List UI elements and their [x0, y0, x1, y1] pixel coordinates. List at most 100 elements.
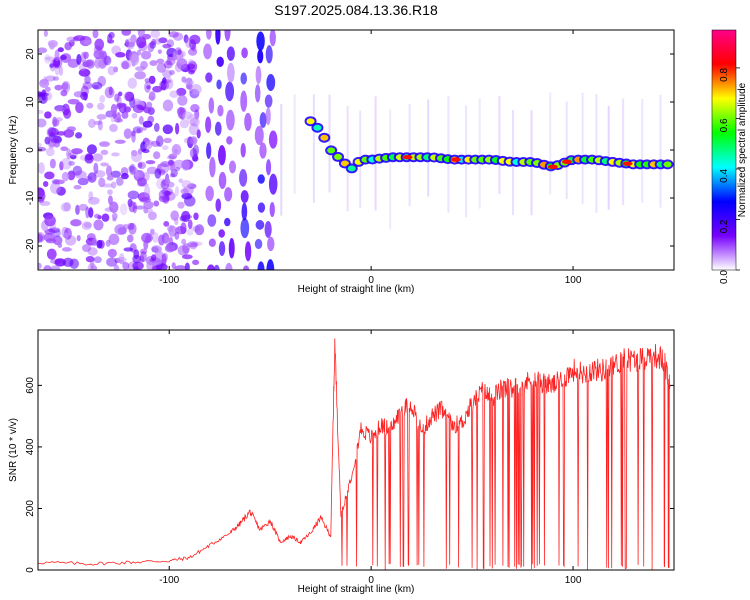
spectrogram-noise-blob	[113, 264, 120, 270]
spectrogram-noise-blob	[108, 31, 115, 39]
spectrogram-noise-blob	[114, 139, 126, 144]
spectrogram-noise-blob	[88, 191, 94, 201]
spectrogram-noise-blob	[157, 49, 162, 54]
spectrogram-noise-blob	[117, 91, 123, 97]
spectrogram-noise-blob	[49, 158, 56, 169]
spectrogram-noise-blob	[164, 244, 176, 253]
spectrogram-noise-blob	[144, 81, 151, 93]
spectrogram-streak-blob	[206, 142, 212, 159]
spectrogram-noise-blob	[50, 182, 61, 194]
spectrogram-noise-blob	[176, 58, 188, 70]
spectrogram-streak-blob	[244, 241, 252, 262]
snr-x-tick-label: 100	[565, 575, 582, 586]
spectrogram-noise-blob	[162, 77, 167, 84]
spectrogram-noise-blob	[187, 219, 193, 230]
spectrogram-streak-blob	[265, 159, 272, 176]
spectrogram-streak-blob	[254, 84, 261, 103]
spectrogram-noise-blob	[86, 102, 94, 109]
spectrogram-noise-blob	[44, 86, 51, 92]
spectrogram-noise-blob	[161, 187, 173, 196]
spectrogram-noise-blob	[134, 205, 146, 210]
spectrogram-noise-blob	[52, 235, 63, 246]
spectrogram-noise-blob	[44, 56, 56, 61]
colorbar-tick-label: 0.8	[719, 68, 730, 82]
spectrogram-noise-blob	[139, 251, 147, 263]
spectrogram-noise-blob	[61, 82, 69, 91]
spectrogram-noise-blob	[80, 51, 87, 64]
spectrogram-noise-blob	[38, 146, 47, 152]
spectrogram-streak-blob	[224, 30, 231, 42]
spectrogram-ridge-peak	[622, 161, 633, 166]
spectrogram-streak-blob	[269, 30, 276, 47]
spectrogram-streak-blob	[259, 142, 267, 159]
spectrogram-noise-blob	[92, 30, 99, 39]
spectrogram-noise-blob	[128, 201, 136, 213]
spectrogram-noise-blob	[82, 61, 91, 68]
spectrogram-noise-blob	[53, 137, 61, 148]
spectrogram-noise-blob	[187, 63, 196, 70]
spectrogram-noise-blob	[109, 201, 119, 213]
spectrogram-noise-blob	[167, 56, 176, 66]
spectrogram-noise-blob	[45, 238, 56, 244]
spectrogram-noise-blob	[49, 63, 55, 68]
spectrogram-noise-blob	[38, 118, 47, 128]
spectrogram-noise-blob	[191, 156, 199, 162]
spectrogram-streak-blob	[215, 30, 221, 45]
spectrogram-streak-blob	[225, 81, 235, 102]
spectrogram-noise-blob	[149, 60, 158, 67]
spectrogram-noise-blob	[174, 186, 180, 197]
spectrogram-streak-blob	[218, 241, 226, 256]
spectrogram-streak-blob	[257, 174, 265, 184]
spectrogram-noise-blob	[177, 245, 190, 256]
spectrogram-faint-stripe	[581, 92, 584, 205]
snr-x-tick-label: 0	[368, 575, 374, 586]
spectrogram-noise-blob	[174, 217, 179, 226]
spectrogram-noise-blob	[54, 49, 60, 62]
spectrogram-noise-blob	[93, 162, 99, 174]
spectrogram-noise-blob	[192, 259, 200, 265]
spectrogram-streak-blob	[216, 56, 224, 68]
spectrogram-noise-blob	[45, 75, 56, 82]
spectrogram-y-tick-label: 0	[25, 147, 36, 153]
snr-y-axis-label: SNR (10 * v/v)	[8, 418, 19, 482]
spectrogram-ridge-peak	[450, 157, 461, 162]
spectrogram-streak-blob	[254, 238, 263, 250]
spectrogram-streak-blob	[257, 49, 264, 64]
spectrogram-noise-blob	[44, 171, 55, 180]
spectrogram-noise-blob	[140, 50, 152, 60]
spectrogram-faint-stripe	[595, 94, 598, 213]
spectrogram-faint-stripe	[498, 95, 501, 195]
spectrogram-noise-blob	[139, 255, 145, 263]
spectrogram-noise-blob	[66, 126, 76, 132]
spectrogram-noise-blob	[84, 154, 94, 164]
spectrogram-noise-blob	[87, 172, 97, 183]
spectrogram-noise-blob	[151, 38, 157, 46]
spectrogram-noise-blob	[66, 36, 76, 43]
spectrogram-faint-stripe	[346, 106, 349, 212]
spectrogram-noise-blob	[44, 111, 52, 119]
spectrogram-noise-blob	[98, 177, 106, 188]
spectrogram-noise-blob	[54, 117, 63, 122]
spectrogram-noise-blob	[107, 189, 113, 195]
spectrogram-noise-blob	[87, 118, 96, 129]
spectrogram-noise-blob	[171, 262, 176, 270]
spectrogram-noise-blob	[162, 99, 174, 112]
spectrogram-streak-blob	[213, 264, 220, 270]
snr-y-ticks: 0 200 400 600	[25, 377, 674, 573]
spectrogram-noise-blob	[84, 75, 91, 84]
spectrogram-y-tick-label: 20	[25, 48, 36, 60]
spectrogram-streak-blob	[225, 262, 233, 270]
spectrogram-noise-blob	[82, 81, 93, 90]
spectrogram-noise-blob	[73, 35, 86, 42]
spectrogram-noise-blob	[115, 52, 126, 58]
spectrogram-noise-blob	[59, 161, 64, 171]
spectrogram-noise-blob	[116, 102, 127, 108]
spectrogram-noise-blob	[194, 109, 200, 120]
spectrogram-noise-blob	[109, 123, 118, 132]
spectrogram-noise-blob	[92, 153, 104, 162]
spectrogram-noise-blob	[148, 91, 156, 101]
spectrogram-noise-blob	[123, 91, 133, 102]
spectrogram-noise-blob	[189, 136, 198, 145]
spectrogram-streak-blob	[265, 107, 271, 126]
